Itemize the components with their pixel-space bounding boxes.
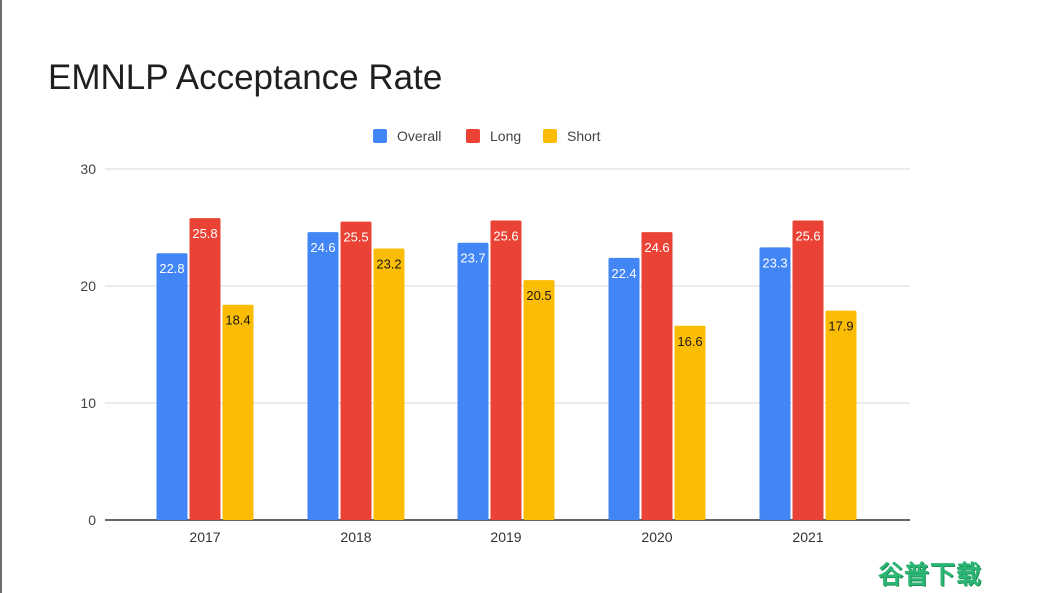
bar-long-2020 [641, 232, 673, 520]
x-axis-ticks: 2017 2018 2019 2020 2021 [189, 529, 823, 545]
data-label: 22.8 [159, 261, 184, 276]
data-label: 23.3 [762, 255, 787, 270]
data-label: 23.7 [460, 251, 485, 266]
data-label: 20.5 [526, 288, 551, 303]
bar-long-2017 [189, 218, 221, 520]
y-tick-label: 10 [80, 395, 96, 411]
bars [156, 218, 857, 521]
data-label: 25.6 [493, 228, 518, 243]
data-label: 18.4 [225, 313, 250, 328]
bar-short-2017 [222, 304, 254, 520]
data-labels: 22.8 24.6 23.7 22.4 23.3 25.8 25.5 25.6 24.6 25.6… [159, 226, 853, 349]
bar-overall-2017 [156, 253, 188, 521]
bar-overall-2019 [457, 242, 489, 520]
x-tick-label: 2017 [189, 529, 220, 545]
data-label: 25.6 [795, 228, 820, 243]
x-tick-label: 2020 [641, 529, 672, 545]
chart-title: EMNLP Acceptance Rate [48, 58, 443, 97]
x-tick-label: 2019 [490, 529, 521, 545]
legend-swatch-overall [373, 129, 387, 143]
legend-label-short: Short [567, 128, 601, 144]
legend-swatch-short [543, 129, 557, 143]
legend-label-overall: Overall [397, 128, 441, 144]
bar-short-2019 [523, 280, 555, 520]
bar-short-2018 [373, 248, 405, 520]
bar-long-2019 [490, 220, 522, 521]
data-label: 24.6 [310, 240, 335, 255]
y-tick-label: 0 [88, 512, 96, 528]
legend-swatch-long [466, 129, 480, 143]
bar-short-2021 [825, 310, 857, 520]
y-tick-label: 20 [80, 278, 96, 294]
legend-label-long: Long [490, 128, 521, 144]
watermark-logo: 谷普下载 [878, 560, 983, 589]
bar-long-2018 [340, 221, 372, 520]
left-border-line [0, 0, 2, 593]
data-label: 25.8 [192, 226, 217, 241]
bar-overall-2020 [608, 257, 640, 520]
data-label: 25.5 [343, 230, 368, 245]
data-label: 17.9 [828, 319, 853, 334]
data-label: 24.6 [644, 240, 669, 255]
bar-long-2021 [792, 220, 824, 521]
legend: Overall Long Short [373, 128, 601, 144]
x-tick-label: 2018 [340, 529, 371, 545]
bar-overall-2021 [759, 247, 791, 520]
data-label: 16.6 [677, 334, 702, 349]
bar-short-2020 [674, 325, 706, 520]
data-label: 22.4 [611, 266, 636, 281]
y-tick-label: 30 [80, 161, 96, 177]
x-tick-label: 2021 [792, 529, 823, 545]
y-axis-ticks: 0 10 20 30 [80, 161, 96, 528]
data-label: 23.2 [376, 257, 401, 272]
bar-overall-2018 [307, 232, 339, 520]
